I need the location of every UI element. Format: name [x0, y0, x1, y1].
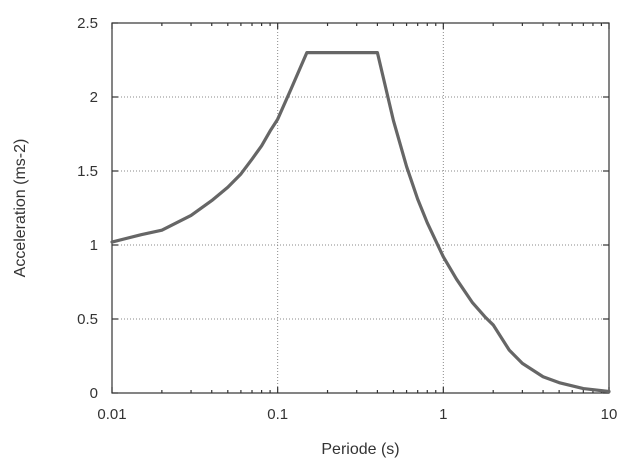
y-tick-labels: 0 0.5 1 1.5 2 2.5 — [77, 15, 98, 402]
y-tick-label: 0 — [90, 385, 98, 402]
y-tick-label: 2 — [90, 89, 98, 106]
x-tick-label: 1 — [439, 406, 447, 423]
x-axis-label: Periode (s) — [321, 441, 399, 458]
y-tick-label: 2.5 — [77, 15, 98, 32]
tick-marks — [111, 22, 610, 394]
y-tick-label: 1 — [90, 237, 98, 254]
x-tick-label: 0.01 — [97, 406, 126, 423]
y-tick-label: 0.5 — [77, 311, 98, 328]
x-tick-label: 10 — [601, 406, 618, 423]
series-layer — [110, 50, 611, 394]
y-axis-label: Acceleration (ms-2) — [12, 139, 29, 278]
y-tick-label: 1.5 — [77, 163, 98, 180]
spectrum-line — [110, 50, 611, 394]
x-tick-labels: 0.01 0.1 1 10 — [97, 406, 617, 423]
plot-frame — [111, 22, 610, 394]
grid — [112, 23, 609, 393]
x-tick-label: 0.1 — [267, 406, 288, 423]
